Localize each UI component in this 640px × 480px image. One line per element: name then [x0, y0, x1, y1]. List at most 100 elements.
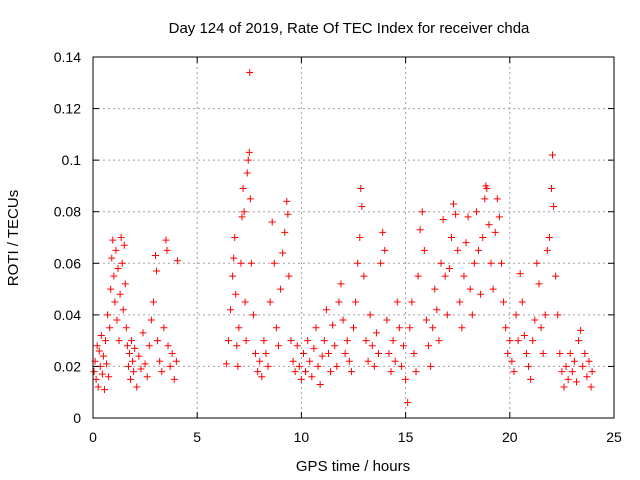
data-point [237, 259, 245, 267]
data-point [368, 342, 376, 350]
data-point [241, 298, 249, 306]
data-point [163, 246, 171, 254]
data-point [100, 386, 108, 394]
data-point [360, 272, 368, 280]
data-point [560, 383, 568, 391]
data-point [479, 234, 487, 241]
data-point [299, 350, 307, 358]
data-point [545, 234, 553, 241]
data-point [439, 215, 447, 223]
data-point [98, 370, 106, 378]
data-point [435, 337, 443, 345]
data-point [341, 350, 349, 358]
data-point [412, 368, 420, 376]
data-point [381, 246, 389, 254]
data-point [239, 185, 247, 193]
data-point [487, 259, 495, 267]
data-point [356, 234, 364, 241]
data-point [318, 352, 326, 360]
data-point [112, 246, 120, 254]
data-point [443, 311, 451, 319]
data-point [327, 368, 335, 376]
data-point [500, 298, 508, 306]
data-point [229, 272, 237, 280]
data-point [152, 252, 160, 260]
data-point [375, 350, 383, 358]
data-point [450, 200, 458, 208]
data-point [533, 259, 541, 267]
data-point [352, 298, 360, 306]
data-point [240, 208, 248, 216]
data-point [243, 169, 251, 177]
data-point [389, 337, 397, 345]
data-point [485, 221, 493, 229]
data-point [475, 246, 483, 254]
data-point [284, 210, 292, 218]
data-point [566, 350, 574, 358]
data-point [364, 357, 372, 365]
data-point [441, 272, 449, 280]
chart-title: Day 124 of 2019, Rate Of TEC Index for r… [169, 20, 530, 37]
data-point [512, 311, 520, 319]
data-point [391, 357, 399, 365]
data-point [108, 254, 116, 262]
data-point [104, 311, 112, 319]
data-point [504, 350, 512, 358]
data-point [329, 321, 337, 329]
y-axis-title: ROTI / TECUs [5, 190, 22, 286]
data-point [489, 285, 497, 293]
data-point [113, 316, 121, 324]
x-tick-label: 15 [398, 429, 414, 445]
data-point [154, 337, 162, 345]
data-point [395, 324, 403, 332]
data-point [387, 368, 395, 376]
data-point [124, 362, 132, 370]
data-point [281, 228, 289, 236]
data-point [222, 360, 230, 368]
data-point [357, 185, 365, 193]
data-point [166, 362, 174, 370]
data-point [127, 375, 135, 383]
y-tick-label: 0.14 [54, 49, 81, 65]
data-point [172, 357, 180, 365]
data-point [429, 324, 437, 332]
data-point [331, 342, 339, 350]
data-point [95, 347, 103, 355]
data-point [244, 156, 252, 164]
data-point [502, 324, 510, 332]
data-point [558, 368, 566, 376]
data-point [518, 298, 526, 306]
data-point [272, 324, 280, 332]
data-point [238, 213, 246, 221]
data-point [408, 298, 416, 306]
data-point [404, 399, 412, 407]
data-point [418, 208, 426, 216]
data-point [462, 239, 470, 247]
data-point [520, 331, 528, 339]
data-point [333, 362, 341, 370]
data-point [516, 270, 524, 278]
y-tick-label: 0.08 [54, 204, 81, 220]
data-point [252, 350, 260, 358]
data-point [491, 228, 499, 236]
plot-frame [92, 56, 615, 419]
data-point [427, 362, 435, 370]
data-point [372, 329, 380, 337]
data-point [94, 383, 102, 391]
data-point [130, 368, 138, 376]
data-point [122, 324, 130, 332]
data-point [149, 298, 157, 306]
data-point [458, 324, 466, 332]
data-point [525, 362, 533, 370]
data-point [234, 362, 242, 370]
data-point [337, 280, 345, 288]
data-point [570, 357, 578, 365]
data-point [537, 324, 545, 332]
data-point [125, 350, 133, 358]
x-tick-label: 10 [294, 429, 310, 445]
data-point [264, 362, 272, 370]
data-point [562, 362, 570, 370]
data-point [297, 375, 305, 383]
data-point [246, 195, 254, 203]
y-tick-label: 0.12 [54, 101, 81, 117]
